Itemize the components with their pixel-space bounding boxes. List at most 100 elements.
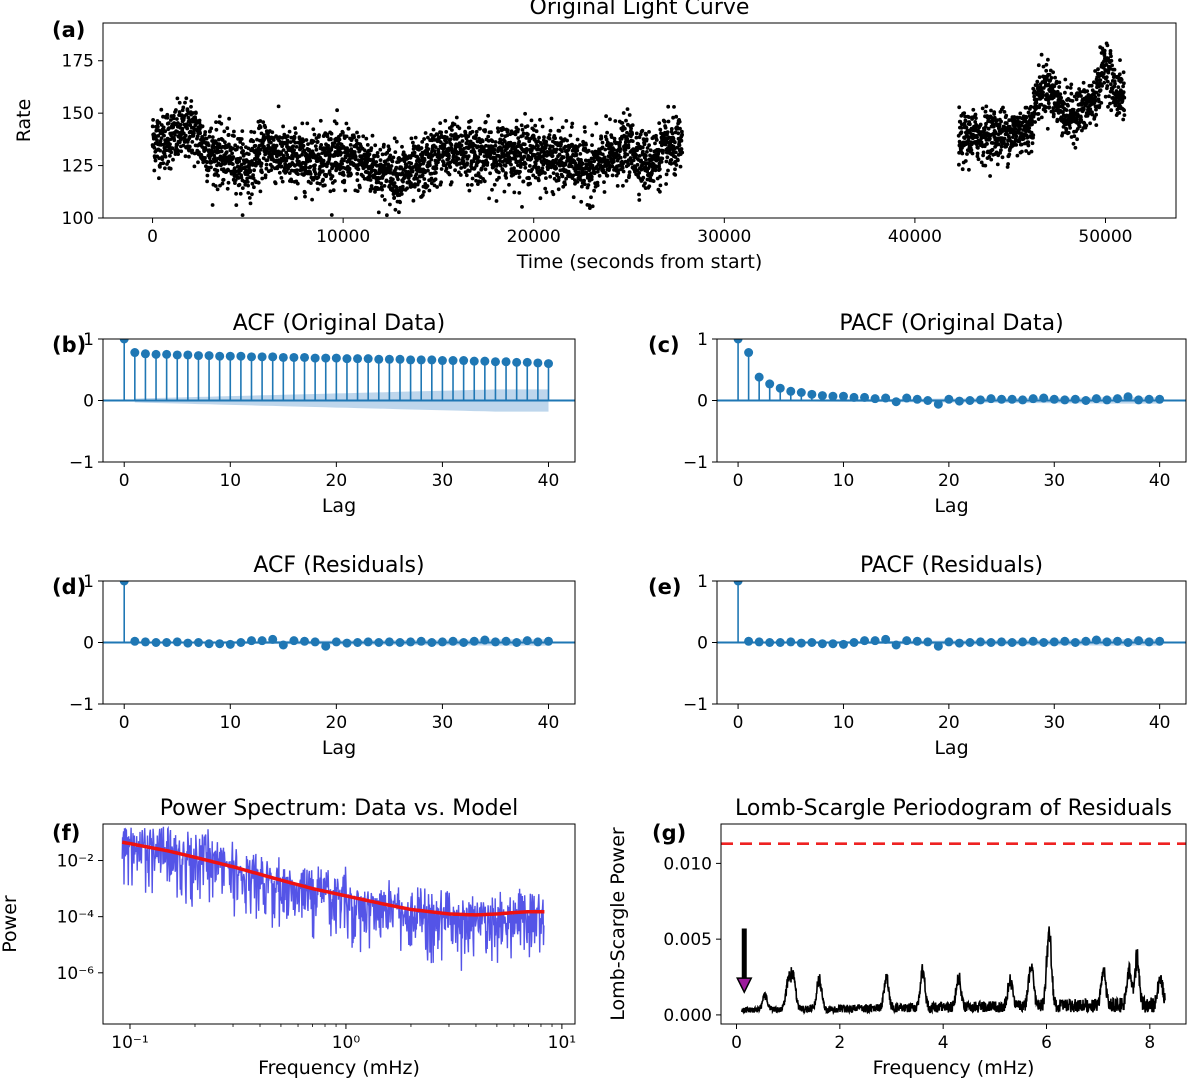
stem-marker [849,638,859,647]
data-point [420,140,425,144]
data-point [1057,80,1062,85]
data-point [1102,51,1107,56]
data-point [1020,149,1024,154]
stem-marker [225,639,235,649]
plot-area-a [150,41,1127,218]
data-point [663,125,668,130]
data-point [181,105,186,110]
data-point [438,140,443,145]
data-point [422,177,427,181]
data-point [203,156,207,160]
data-point [508,159,512,164]
data-point [612,147,616,152]
data-point [1057,104,1062,109]
data-point [583,129,587,134]
data-point [1105,79,1110,84]
data-point [293,126,297,131]
stem-marker [278,640,288,650]
data-point [394,139,399,144]
data-point [443,118,448,123]
data-point [550,154,555,158]
data-point [292,148,296,153]
data-point [205,179,210,184]
data-point [422,190,426,194]
data-point [152,168,157,173]
data-point [488,171,492,176]
data-point [303,190,307,195]
data-point [456,135,461,139]
data-point [1068,126,1072,130]
data-point [382,142,386,147]
data-point [399,192,404,196]
data-point [328,152,333,157]
data-point [1035,83,1039,87]
stem-marker [954,638,964,648]
data-point [413,135,418,140]
data-point [1099,51,1104,55]
data-point [610,164,615,169]
data-point [429,157,434,162]
stem-marker [543,636,553,646]
plot-area-c [717,339,1186,409]
data-point [388,167,393,172]
data-point [679,138,684,143]
data-point [504,171,508,176]
data-point [487,196,491,201]
data-point [1017,120,1022,124]
data-point [1044,68,1049,73]
data-point [1051,106,1056,110]
data-point [469,183,474,187]
data-point [476,144,480,149]
stem-marker [933,399,943,409]
data-point [157,120,162,125]
stem-marker [870,394,880,404]
data-point [355,130,359,135]
data-point [661,149,665,154]
stem-marker [151,638,161,647]
stem-marker [257,636,267,646]
data-point [595,180,600,185]
data-point [992,115,997,120]
data-point [327,169,332,174]
data-point [158,148,163,153]
stem-marker [860,636,870,646]
data-point [482,179,487,184]
data-point [303,194,307,199]
y-tick-label: −1 [69,695,94,715]
data-point [644,137,649,142]
data-point [974,116,978,120]
stem-marker [1155,394,1165,404]
data-point [613,119,618,123]
data-point [680,132,684,137]
data-point [492,151,497,156]
data-point [563,144,568,149]
data-point [1075,137,1079,142]
data-point [454,115,459,120]
data-point [375,151,380,155]
data-point [256,180,261,185]
data-point [557,152,562,157]
data-point [309,181,313,186]
data-point [433,145,438,150]
data-point [355,171,360,176]
data-point [392,195,397,200]
x-axis-label: Lag [322,495,356,517]
data-point [165,115,170,120]
data-point [285,138,290,143]
stem-marker [406,355,416,365]
stem-marker [849,392,859,402]
data-point [234,203,239,208]
stem-marker [193,638,203,647]
data-point [301,139,306,144]
stem-marker [416,355,426,365]
data-point [391,177,395,182]
stem-marker [754,637,764,647]
stem-marker [448,356,458,366]
data-point [215,187,220,192]
data-point [625,107,630,111]
data-point [428,163,432,168]
data-point [1109,82,1113,87]
data-point [658,174,662,179]
data-point [159,136,164,141]
data-point [240,213,245,218]
